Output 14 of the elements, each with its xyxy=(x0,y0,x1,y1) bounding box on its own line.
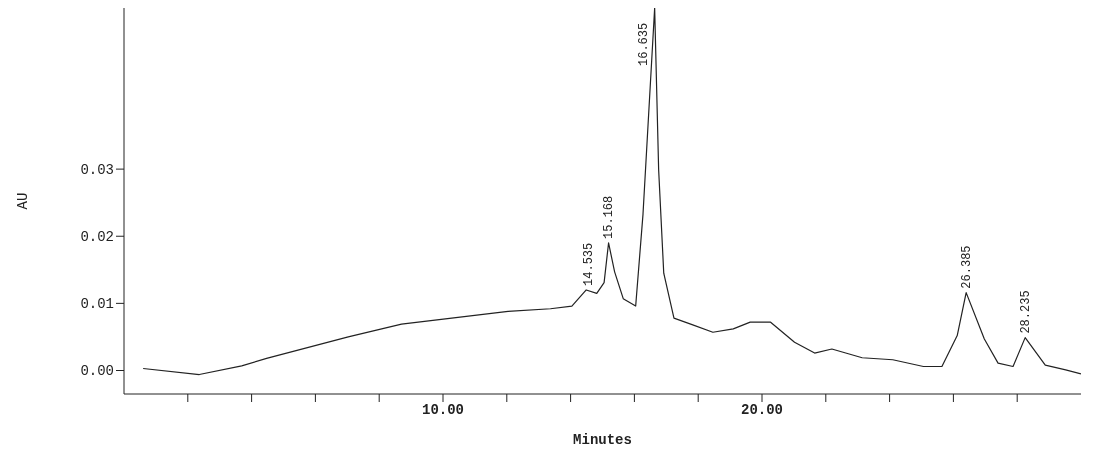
x-tick-label: 20.00 xyxy=(740,401,784,418)
annotation: 14.535 xyxy=(581,242,596,286)
x-tick-label: 10.00 xyxy=(421,401,465,418)
annotation: 28.235 xyxy=(1018,290,1033,334)
y-tick-label: 0.01 xyxy=(80,296,114,313)
y-tick-label: 0.00 xyxy=(80,363,114,380)
y-tick-label: 0.03 xyxy=(80,162,114,179)
annotation: 15.168 xyxy=(601,195,616,239)
line-series xyxy=(142,8,1081,376)
y-axis-title: AU xyxy=(14,192,31,210)
y-tick-label: 0.02 xyxy=(80,229,114,246)
x-axis-title: Minutes xyxy=(573,432,632,448)
annotation: 26.385 xyxy=(959,245,974,289)
annotation: 16.635 xyxy=(636,22,651,66)
